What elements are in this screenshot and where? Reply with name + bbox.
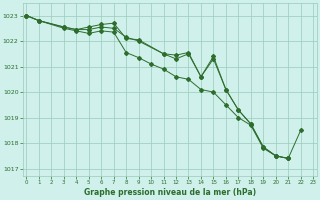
- X-axis label: Graphe pression niveau de la mer (hPa): Graphe pression niveau de la mer (hPa): [84, 188, 256, 197]
